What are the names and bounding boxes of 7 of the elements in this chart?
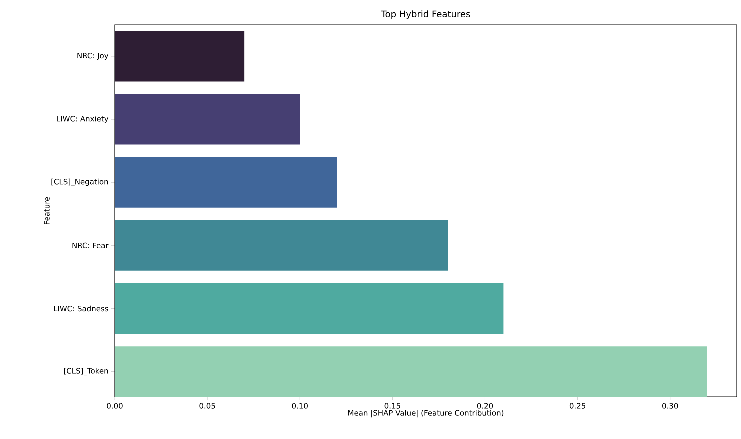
bar — [115, 220, 448, 271]
bar — [115, 284, 504, 334]
bar — [115, 31, 245, 82]
bar — [115, 346, 708, 398]
chart-title: Top Hybrid Features — [381, 10, 470, 20]
bar — [115, 94, 300, 145]
bar — [115, 157, 338, 208]
